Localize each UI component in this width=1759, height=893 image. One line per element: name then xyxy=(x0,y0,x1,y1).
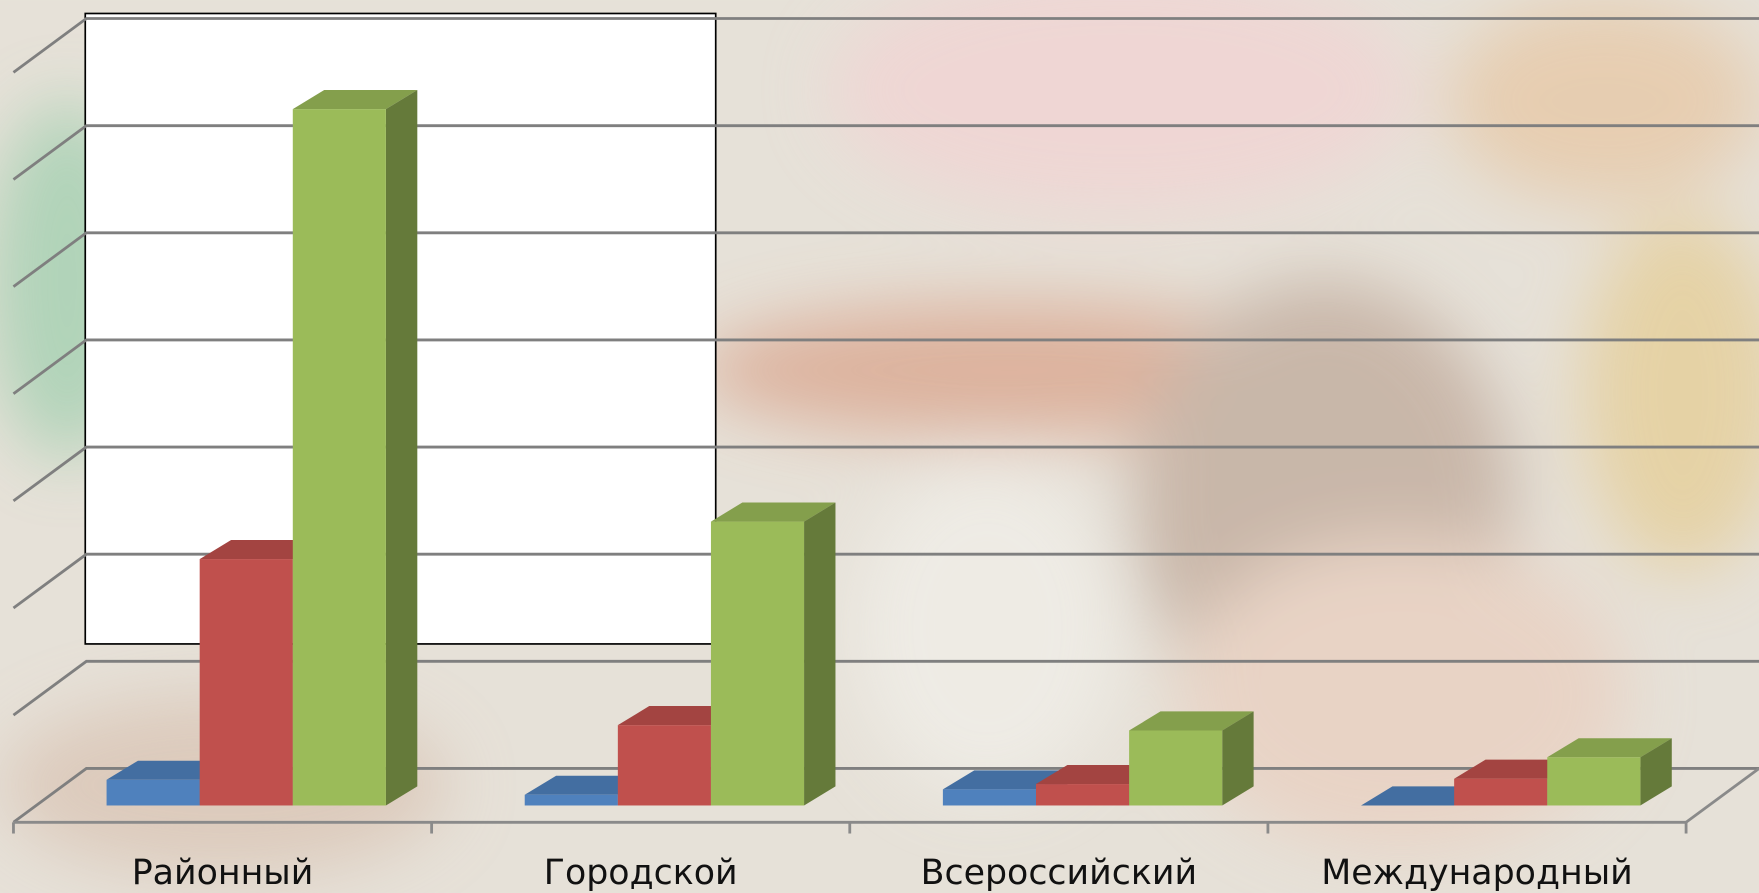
bar xyxy=(1547,738,1672,805)
x-tick-label: Городской xyxy=(544,853,738,893)
bar-front xyxy=(711,522,804,806)
bar-front xyxy=(293,109,386,805)
bar-front xyxy=(1547,757,1640,805)
bar-side xyxy=(386,90,417,805)
bar-side xyxy=(804,503,835,806)
bar-front xyxy=(525,795,618,806)
x-tick-label: Районный xyxy=(132,853,314,893)
bar xyxy=(293,90,418,805)
bar-front xyxy=(1036,784,1129,805)
bar xyxy=(711,503,836,806)
bar xyxy=(1129,711,1254,805)
bar-front xyxy=(618,725,711,805)
bar-front xyxy=(200,559,293,805)
x-tick-label: Международный xyxy=(1321,853,1633,893)
page: {"chart_data": {"type": "bar3d", "catego… xyxy=(0,0,1759,893)
bar-front xyxy=(1454,779,1547,806)
chart: Районный Городской Всероссийский Международ… xyxy=(0,0,1759,893)
bar-front xyxy=(1129,730,1222,805)
bar-front xyxy=(943,789,1036,805)
x-tick-label: Всероссийский xyxy=(921,853,1197,893)
bar-front xyxy=(107,780,200,806)
